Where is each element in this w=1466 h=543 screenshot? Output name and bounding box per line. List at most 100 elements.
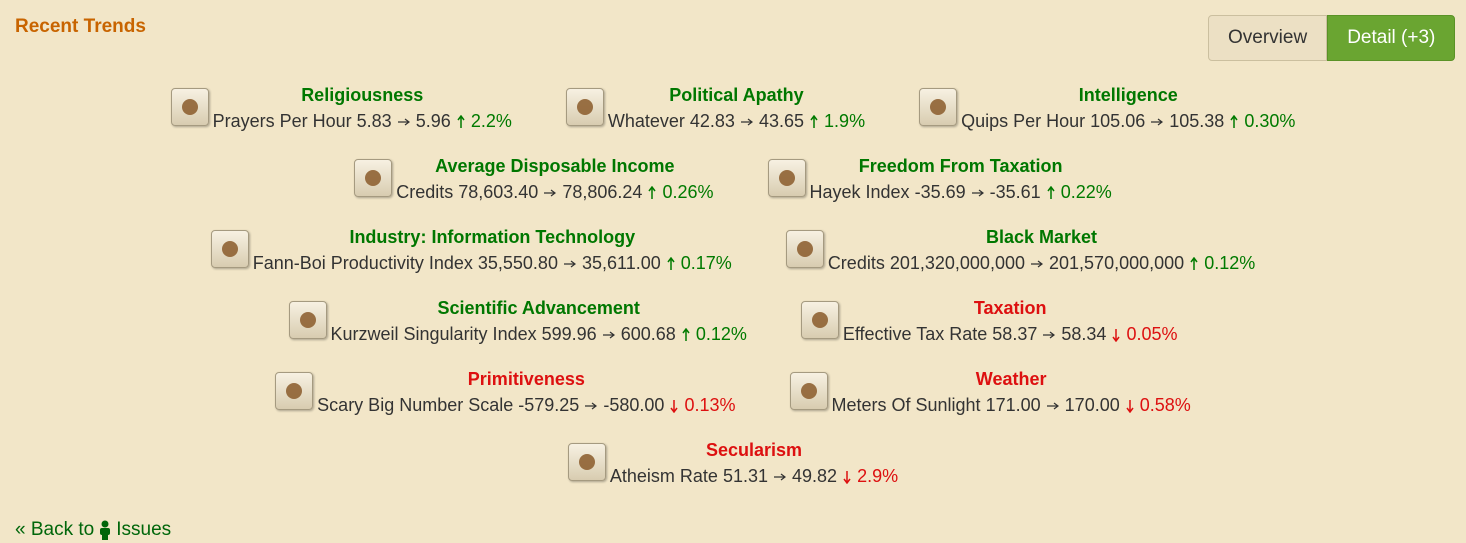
trend-title: Secularism: [705, 440, 803, 460]
trend-title: Intelligence: [1078, 85, 1178, 105]
to-value: 5.96: [415, 111, 451, 131]
metric-name: Whatever: [607, 111, 685, 131]
to-value: 600.68: [620, 324, 676, 344]
trend-text: Religiousness Prayers Per Hour 5.83 5.96 …: [213, 83, 512, 135]
trend-text: Average Disposable Income Credits 78,603.…: [396, 154, 713, 206]
trend-icon: [565, 88, 604, 126]
arrow: [1046, 402, 1059, 410]
trend-title: Political Apathy: [669, 85, 804, 105]
metric-name: Kurzweil Singularity Index: [330, 324, 537, 344]
change: 0.22%: [1060, 182, 1112, 202]
change: 1.9%: [824, 111, 866, 131]
trend-line: Whatever 42.83 43.65 1.9%: [608, 107, 865, 135]
from-value: 201,320,000,000: [889, 253, 1025, 273]
trend-row: Secularism Atheism Rate 51.31 49.82 2.9%: [0, 438, 1466, 509]
arrow: [1043, 331, 1056, 339]
change-arrow: [1126, 400, 1134, 414]
trend-icon: [210, 230, 249, 268]
change: 2.2%: [470, 111, 512, 131]
tabs: Overview Detail (+3): [1208, 15, 1456, 61]
icon-glyph: [221, 241, 238, 257]
arrow: [544, 189, 557, 197]
change: 0.17%: [680, 253, 732, 273]
trend-row: Religiousness Prayers Per Hour 5.83 5.96 …: [0, 83, 1466, 154]
person-icon: [100, 520, 111, 540]
trend-row: Average Disposable Income Credits 78,603.…: [0, 154, 1466, 225]
trend-line: Credits 201,320,000,000 201,570,000,000 …: [828, 249, 1255, 277]
change: 0.12%: [695, 324, 747, 344]
trend-text: Weather Meters Of Sunlight 171.00 170.00 …: [832, 367, 1191, 419]
metric-name: Credits: [396, 182, 454, 202]
arrow: [1151, 118, 1164, 126]
trend-icon: [785, 230, 824, 268]
change-arrow: [843, 471, 851, 485]
back-text[interactable]: « Back to: [15, 519, 95, 540]
trend-text: Freedom From Taxation Hayek Index -35.69 …: [810, 154, 1112, 206]
trend-text: Taxation Effective Tax Rate 58.37 58.34 0…: [843, 296, 1178, 348]
trend-line: Fann-Boi Productivity Index 35,550.80 35…: [253, 249, 732, 277]
from-value: -579.25: [518, 395, 580, 415]
footer: « Back to Issues: [15, 519, 171, 541]
trend-text: Secularism Atheism Rate 51.31 49.82 2.9%: [610, 438, 898, 490]
icon-glyph: [181, 99, 198, 115]
change-arrow: [1230, 115, 1238, 129]
trend-title: Average Disposable Income: [435, 156, 675, 176]
arrow: [563, 260, 576, 268]
trend-title: Religiousness: [301, 85, 424, 105]
to-value: 35,611.00: [581, 253, 661, 273]
arrow: [740, 118, 753, 126]
trend-line: Credits 78,603.40 78,806.24 0.26%: [396, 178, 713, 206]
trend-icon: [275, 372, 314, 410]
section-title: Recent Trends: [15, 16, 146, 37]
trend-icon: [567, 443, 606, 481]
trend-icon: [170, 88, 209, 126]
change: 0.13%: [684, 395, 736, 415]
metric-name: Prayers Per Hour: [212, 111, 352, 131]
trend-title: Industry: Information Technology: [349, 227, 636, 247]
trend-line: Atheism Rate 51.31 49.82 2.9%: [610, 462, 898, 490]
from-value: 78,603.40: [458, 182, 539, 202]
icon-glyph: [778, 170, 795, 186]
change-arrow: [648, 186, 657, 200]
change: 0.26%: [662, 182, 714, 202]
change-arrow: [670, 400, 679, 414]
from-value: 171.00: [985, 395, 1041, 415]
trend-row: Industry: Information Technology Fann-Boi…: [0, 225, 1466, 296]
arrow: [585, 402, 598, 410]
to-value: 170.00: [1064, 395, 1120, 415]
trend-icon: [800, 301, 839, 339]
metric-name: Effective Tax Rate: [842, 324, 988, 344]
icon-glyph: [576, 99, 593, 115]
trend-text: Political Apathy Whatever 42.83 43.65 1.9…: [608, 83, 865, 135]
trend-title: Taxation: [973, 298, 1047, 318]
trends: Religiousness Prayers Per Hour 5.83 5.96 …: [0, 83, 1466, 509]
icon-glyph: [800, 383, 817, 399]
icon-glyph: [930, 99, 947, 115]
tab[interactable]: Overview: [1208, 15, 1328, 61]
icon-glyph: [286, 383, 303, 399]
trend-icon: [919, 88, 958, 126]
change: 0.58%: [1139, 395, 1191, 415]
trend-item: Taxation Effective Tax Rate 58.37 58.34 0…: [800, 296, 1178, 367]
arrow: [1031, 260, 1043, 268]
trend-row: Primitiveness Scary Big Number Scale -579…: [0, 367, 1466, 438]
trend-text: Intelligence Quips Per Hour 105.06 105.38…: [961, 83, 1295, 135]
change-arrow: [1112, 329, 1121, 343]
change-arrow: [1047, 186, 1055, 200]
tab[interactable]: Detail (+3): [1327, 15, 1456, 61]
trend-item: Freedom From Taxation Hayek Index -35.69 …: [767, 154, 1112, 225]
trend-item: Weather Meters Of Sunlight 171.00 170.00 …: [789, 367, 1191, 438]
change: 0.05%: [1126, 324, 1178, 344]
metric-name: Quips Per Hour: [961, 111, 1086, 131]
arrow: [397, 118, 410, 126]
trend-item: Primitiveness Scary Big Number Scale -579…: [275, 367, 736, 438]
arrow: [774, 473, 786, 481]
change-arrow: [682, 328, 690, 342]
metric-name: Hayek Index: [809, 182, 910, 202]
to-value: 201,570,000,000: [1049, 253, 1185, 273]
trend-icon: [789, 372, 828, 410]
trend-icon: [288, 301, 327, 339]
issues-link[interactable]: Issues: [116, 519, 172, 540]
from-value: -35.69: [914, 182, 966, 202]
